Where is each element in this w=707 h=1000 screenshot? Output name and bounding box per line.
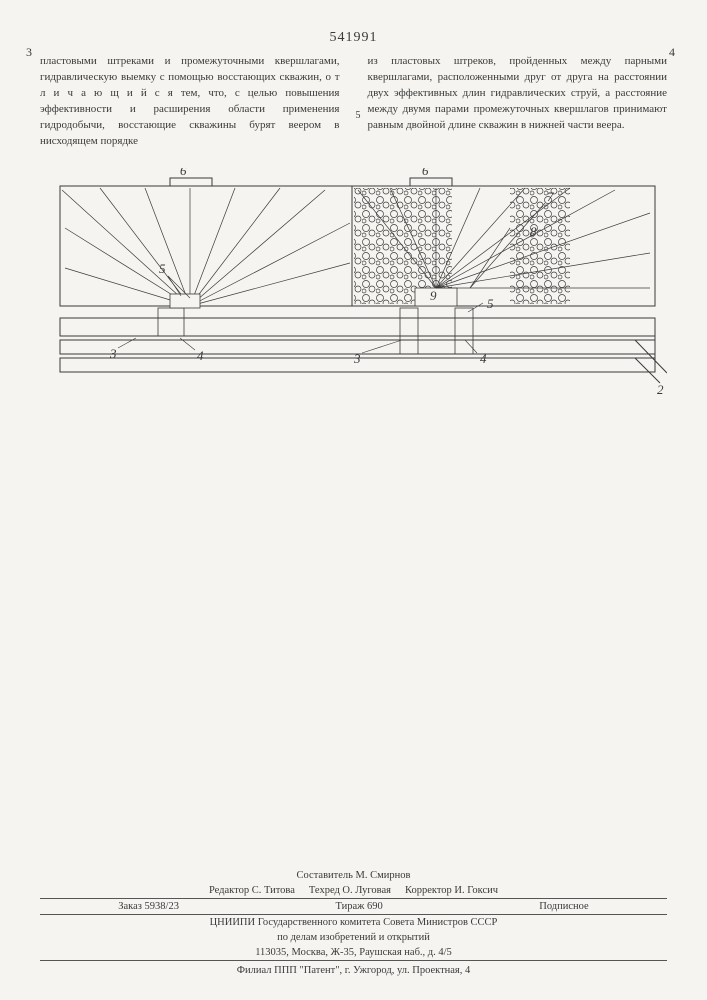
order-row: Заказ 5938/23 Тираж 690 Подписное: [40, 899, 667, 915]
compiler: Составитель М. Смирнов: [40, 868, 667, 883]
corrector: Корректор И. Гоксич: [405, 885, 498, 896]
publication-footer: Составитель М. Смирнов Редактор С. Титов…: [40, 868, 667, 976]
right-column: 4 5 из пластовых штреков, пройденных меж…: [368, 54, 668, 150]
label-4a: 4: [197, 348, 204, 363]
left-text: пластовыми штреками и промежуточными кве…: [40, 55, 340, 147]
patent-number: 541991: [40, 30, 667, 46]
left-column: 3 пластовыми штреками и промежуточными к…: [40, 54, 340, 150]
label-3a: 3: [109, 346, 117, 361]
col-num-3: 3: [26, 44, 32, 61]
label-7: 7: [547, 189, 554, 204]
address: 113035, Москва, Ж-35, Раушская наб., д. …: [40, 945, 667, 961]
label-3b: 3: [353, 351, 361, 366]
label-8: 8: [530, 224, 537, 239]
order-no: Заказ 5938/23: [118, 901, 179, 912]
right-text: из пластовых штреков, пройденных между п…: [368, 55, 668, 131]
org-line-2: по делам изобретений и открытий: [40, 930, 667, 945]
label-9: 9: [430, 288, 437, 303]
label-5b: 5: [487, 296, 494, 311]
label-4b: 4: [480, 351, 487, 366]
org-line-1: ЦНИИПИ Государственного комитета Совета …: [40, 915, 667, 930]
branch: Филиал ППП "Патент", г. Ужгород, ул. Про…: [40, 961, 667, 976]
label-6a: 6: [180, 168, 187, 178]
text-columns: 3 пластовыми штреками и промежуточными к…: [40, 54, 667, 150]
editor: Редактор С. Титова: [209, 885, 295, 896]
techred: Техред О. Луговая: [309, 885, 391, 896]
label-6b: 6: [422, 168, 429, 178]
subscription: Подписное: [539, 901, 588, 912]
mining-diagram: 6 6 5 5 9 7 8 3 4 3 4 2: [40, 168, 667, 403]
copies: Тираж 690: [335, 901, 382, 912]
col-num-4: 4: [669, 44, 675, 61]
credits-row: Редактор С. Титова Техред О. Луговая Кор…: [40, 883, 667, 899]
label-2: 2: [657, 382, 664, 397]
label-5a: 5: [159, 261, 166, 276]
line-marker-5: 5: [356, 109, 361, 124]
